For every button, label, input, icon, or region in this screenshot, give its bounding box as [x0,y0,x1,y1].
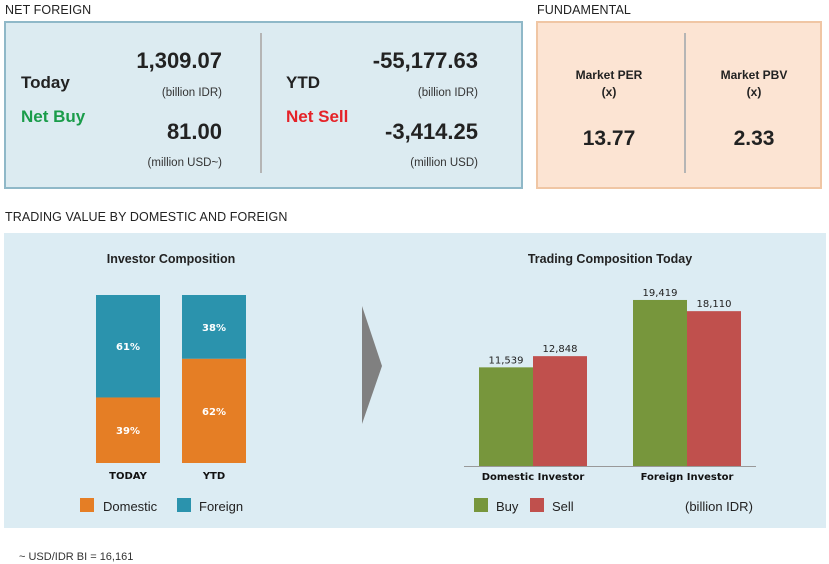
ytd-label: YTD [286,73,320,92]
investor-composition-chart: 61% 39% TODAY 38% 62% YTD [96,295,246,482]
value-label-sell-1: 18,110 [697,299,732,310]
legend-buy-label: Buy [496,499,519,514]
net-foreign-panel: Today Net Buy 1,309.07 (billion IDR) 81.… [4,21,523,189]
footnote: ~ USD/IDR BI = 16,161 [19,551,134,563]
legend-foreign-swatch [177,498,191,512]
bar-foreign-today [96,295,160,398]
pbv-sub: (x) [746,85,762,99]
legend-foreign-label: Foreign [199,499,244,514]
trading-composition-chart: 11,539 12,848 Domestic Investor 19,419 18,11… [464,288,756,483]
per-sub: (x) [601,85,617,99]
today-unit-idr: (billion IDR) [161,87,222,99]
bar-sell-foreign-investor [687,311,741,466]
today-status: Net Buy [21,107,86,126]
value-label-buy-0: 11,539 [489,355,524,366]
bar-domestic-ytd [182,358,246,463]
legend-sell-swatch [530,498,544,512]
fundamental-divider [684,33,686,173]
trading-composition-title: Trading Composition Today [527,252,693,266]
label-foreign-ytd: 38% [202,323,226,334]
category-label-today: TODAY [109,471,147,482]
ytd-unit-idr: (billion IDR) [417,87,478,99]
net-foreign-divider [260,33,262,173]
legend-sell-label: Sell [552,499,574,514]
trading-value-title: TRADING VALUE BY DOMESTIC AND FOREIGN [5,210,288,224]
bar-buy-domestic-investor [479,367,533,466]
legend-buy-swatch [474,498,488,512]
arrow-right-icon [362,306,382,424]
pbv-label: Market PBV [720,68,788,82]
ytd-value-usd: -3,414.25 [385,119,478,144]
today-unit-usd: (million USD~) [147,157,222,169]
legend-domestic-label: Domestic [103,499,158,514]
label-foreign-today: 61% [116,342,140,353]
per-label: Market PER [575,68,643,82]
pbv-value: 2.33 [733,127,775,150]
today-value-idr: 1,309.07 [136,48,222,73]
fundamental-title: FUNDAMENTAL [537,3,631,17]
category-label-0: Domestic Investor [482,472,585,483]
value-label-buy-1: 19,419 [643,288,678,299]
bar-foreign-ytd [182,295,246,359]
ytd-status: Net Sell [286,107,349,126]
fundamental-panel: Market PER (x) 13.77 Market PBV (x) 2.33 [536,21,822,189]
label-domestic-ytd: 62% [202,407,226,418]
net-foreign-title: NET FOREIGN [5,3,92,17]
unit-label: (billion IDR) [685,499,753,514]
ytd-value-idr: -55,177.63 [372,48,478,73]
bar-buy-foreign-investor [633,299,687,466]
label-domestic-today: 39% [116,426,140,437]
category-label-ytd: YTD [202,471,225,482]
per-value: 13.77 [582,127,636,150]
value-label-sell-0: 12,848 [543,344,578,355]
bar-sell-domestic-investor [533,356,587,466]
ytd-unit-usd: (million USD) [410,157,478,169]
category-label-1: Foreign Investor [641,472,734,483]
today-value-usd: 81.00 [166,119,222,144]
today-label: Today [21,73,70,92]
bar-domestic-today [96,397,160,463]
legend-domestic-swatch [80,498,94,512]
investor-composition-title: Investor Composition [106,252,236,266]
